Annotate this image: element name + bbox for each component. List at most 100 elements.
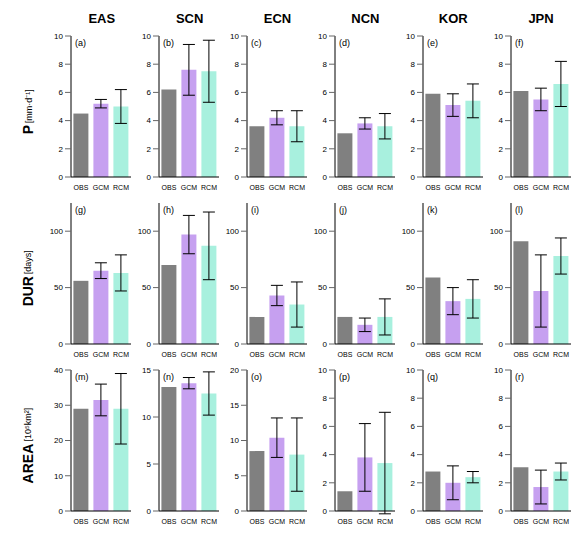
svg-text:RCM: RCM — [201, 184, 217, 191]
svg-text:8: 8 — [323, 394, 328, 403]
svg-text:0: 0 — [59, 507, 64, 516]
svg-text:RCM: RCM — [465, 518, 481, 525]
svg-text:RCM: RCM — [113, 351, 129, 358]
svg-text:10: 10 — [142, 413, 151, 422]
svg-text:6: 6 — [323, 88, 328, 97]
svg-text:50: 50 — [142, 283, 151, 292]
svg-text:6: 6 — [147, 88, 152, 97]
svg-text:OBS: OBS — [162, 351, 177, 358]
svg-text:100: 100 — [226, 227, 240, 236]
svg-text:2: 2 — [323, 479, 328, 488]
svg-text:6: 6 — [235, 88, 240, 97]
svg-text:5: 5 — [235, 472, 240, 481]
svg-text:0: 0 — [411, 507, 416, 516]
svg-text:6: 6 — [59, 88, 64, 97]
svg-text:RCM: RCM — [377, 518, 393, 525]
svg-text:5: 5 — [147, 460, 152, 469]
svg-text:8: 8 — [147, 60, 152, 69]
svg-text:OBS: OBS — [338, 351, 353, 358]
svg-text:OBS: OBS — [74, 351, 89, 358]
svg-text:0: 0 — [59, 340, 64, 349]
svg-text:10: 10 — [494, 366, 503, 375]
svg-text:4: 4 — [323, 116, 328, 125]
svg-text:10: 10 — [142, 32, 151, 41]
svg-text:OBS: OBS — [426, 518, 441, 525]
svg-text:10: 10 — [318, 366, 327, 375]
svg-text:50: 50 — [230, 283, 239, 292]
svg-text:GCM: GCM — [269, 184, 286, 191]
svg-text:6: 6 — [411, 88, 416, 97]
svg-text:0: 0 — [499, 173, 504, 182]
svg-text:OBS: OBS — [514, 184, 529, 191]
svg-text:50: 50 — [494, 283, 503, 292]
svg-text:GCM: GCM — [533, 351, 550, 358]
svg-text:10: 10 — [406, 366, 415, 375]
svg-text:8: 8 — [323, 60, 328, 69]
svg-text:0: 0 — [323, 173, 328, 182]
svg-text:10: 10 — [494, 32, 503, 41]
svg-text:GCM: GCM — [445, 351, 462, 358]
svg-text:0: 0 — [323, 340, 328, 349]
svg-text:40: 40 — [54, 366, 63, 375]
svg-text:8: 8 — [499, 60, 504, 69]
svg-text:100: 100 — [490, 227, 504, 236]
svg-text:2: 2 — [411, 479, 416, 488]
svg-text:10: 10 — [318, 32, 327, 41]
svg-text:0: 0 — [59, 173, 64, 182]
svg-text:GCM: GCM — [357, 184, 374, 191]
svg-text:OBS: OBS — [74, 184, 89, 191]
svg-text:0: 0 — [235, 173, 240, 182]
svg-text:10: 10 — [406, 32, 415, 41]
svg-text:50: 50 — [406, 283, 415, 292]
svg-text:8: 8 — [59, 60, 64, 69]
svg-text:4: 4 — [235, 116, 240, 125]
svg-text:OBS: OBS — [162, 184, 177, 191]
svg-text:4: 4 — [147, 116, 152, 125]
svg-text:0: 0 — [411, 173, 416, 182]
svg-text:4: 4 — [411, 450, 416, 459]
svg-text:RCM: RCM — [201, 518, 217, 525]
svg-text:RCM: RCM — [289, 351, 305, 358]
svg-text:4: 4 — [411, 116, 416, 125]
svg-text:0: 0 — [147, 507, 152, 516]
svg-text:50: 50 — [318, 283, 327, 292]
svg-text:2: 2 — [499, 145, 504, 154]
svg-text:8: 8 — [411, 394, 416, 403]
svg-text:RCM: RCM — [377, 184, 393, 191]
svg-text:2: 2 — [147, 145, 152, 154]
svg-text:10: 10 — [54, 472, 63, 481]
svg-text:0: 0 — [499, 507, 504, 516]
svg-text:0: 0 — [411, 340, 416, 349]
svg-text:GCM: GCM — [93, 184, 110, 191]
svg-text:RCM: RCM — [465, 351, 481, 358]
svg-text:GCM: GCM — [269, 518, 286, 525]
svg-text:10: 10 — [230, 436, 239, 445]
svg-text:0: 0 — [235, 507, 240, 516]
svg-text:RCM: RCM — [289, 184, 305, 191]
svg-text:0: 0 — [147, 173, 152, 182]
svg-text:RCM: RCM — [377, 351, 393, 358]
svg-text:RCM: RCM — [553, 184, 569, 191]
svg-text:OBS: OBS — [426, 184, 441, 191]
svg-text:GCM: GCM — [445, 184, 462, 191]
svg-text:0: 0 — [499, 340, 504, 349]
svg-text:4: 4 — [499, 116, 504, 125]
svg-text:100: 100 — [138, 227, 152, 236]
svg-text:RCM: RCM — [113, 518, 129, 525]
svg-text:OBS: OBS — [514, 518, 529, 525]
svg-text:20: 20 — [230, 366, 239, 375]
svg-text:6: 6 — [323, 422, 328, 431]
svg-text:GCM: GCM — [357, 518, 374, 525]
svg-text:8: 8 — [411, 60, 416, 69]
svg-text:OBS: OBS — [250, 184, 265, 191]
svg-text:2: 2 — [235, 145, 240, 154]
svg-text:30: 30 — [54, 401, 63, 410]
svg-text:6: 6 — [411, 422, 416, 431]
svg-text:GCM: GCM — [533, 184, 550, 191]
svg-text:RCM: RCM — [465, 184, 481, 191]
svg-text:4: 4 — [323, 450, 328, 459]
svg-text:4: 4 — [499, 450, 504, 459]
svg-text:RCM: RCM — [553, 518, 569, 525]
svg-text:GCM: GCM — [269, 351, 286, 358]
svg-text:GCM: GCM — [181, 518, 198, 525]
